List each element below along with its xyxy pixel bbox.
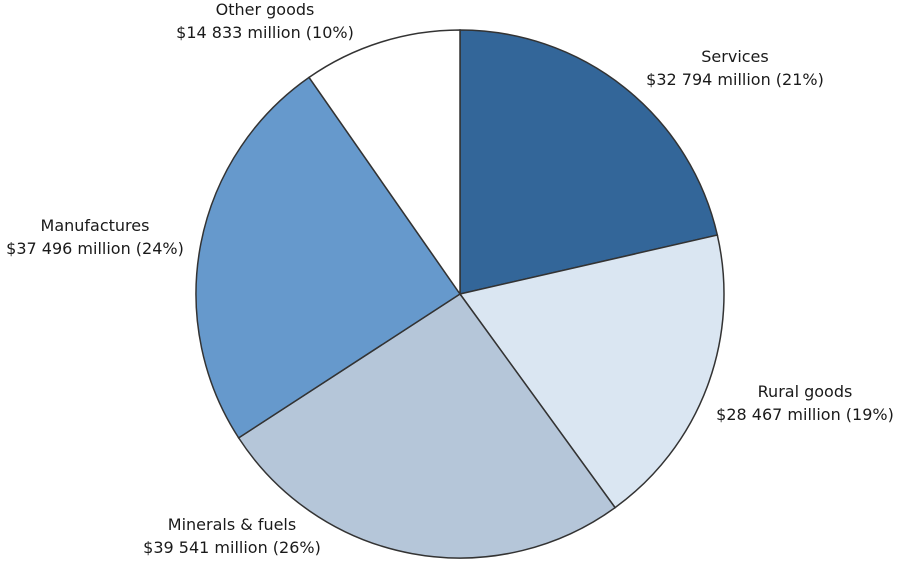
slice-labels: Services $32 794 million (21%) Rural goo… [6,0,894,557]
label-other-goods-category: Other goods [216,0,315,19]
label-rural-goods-value: $28 467 million (19%) [716,405,894,424]
pie-slice-rural-goods [458,234,725,509]
label-minerals-fuels-category: Minerals & fuels [168,515,296,534]
label-services-category: Services [701,47,768,66]
label-minerals-fuels-value: $39 541 million (26%) [143,538,321,557]
label-rural-goods-category: Rural goods [758,382,853,401]
pie-slices [195,29,725,559]
pie-slice-services [459,29,719,295]
label-other-goods-value: $14 833 million (10%) [176,23,354,42]
label-manufactures-category: Manufactures [41,216,150,235]
pie-slice-other-goods [308,29,461,297]
pie-slice-minerals-fuels [237,292,617,559]
label-services-value: $32 794 million (21%) [646,70,824,89]
pie-slice-manufactures [195,76,462,439]
label-manufactures-value: $37 496 million (24%) [6,239,184,258]
